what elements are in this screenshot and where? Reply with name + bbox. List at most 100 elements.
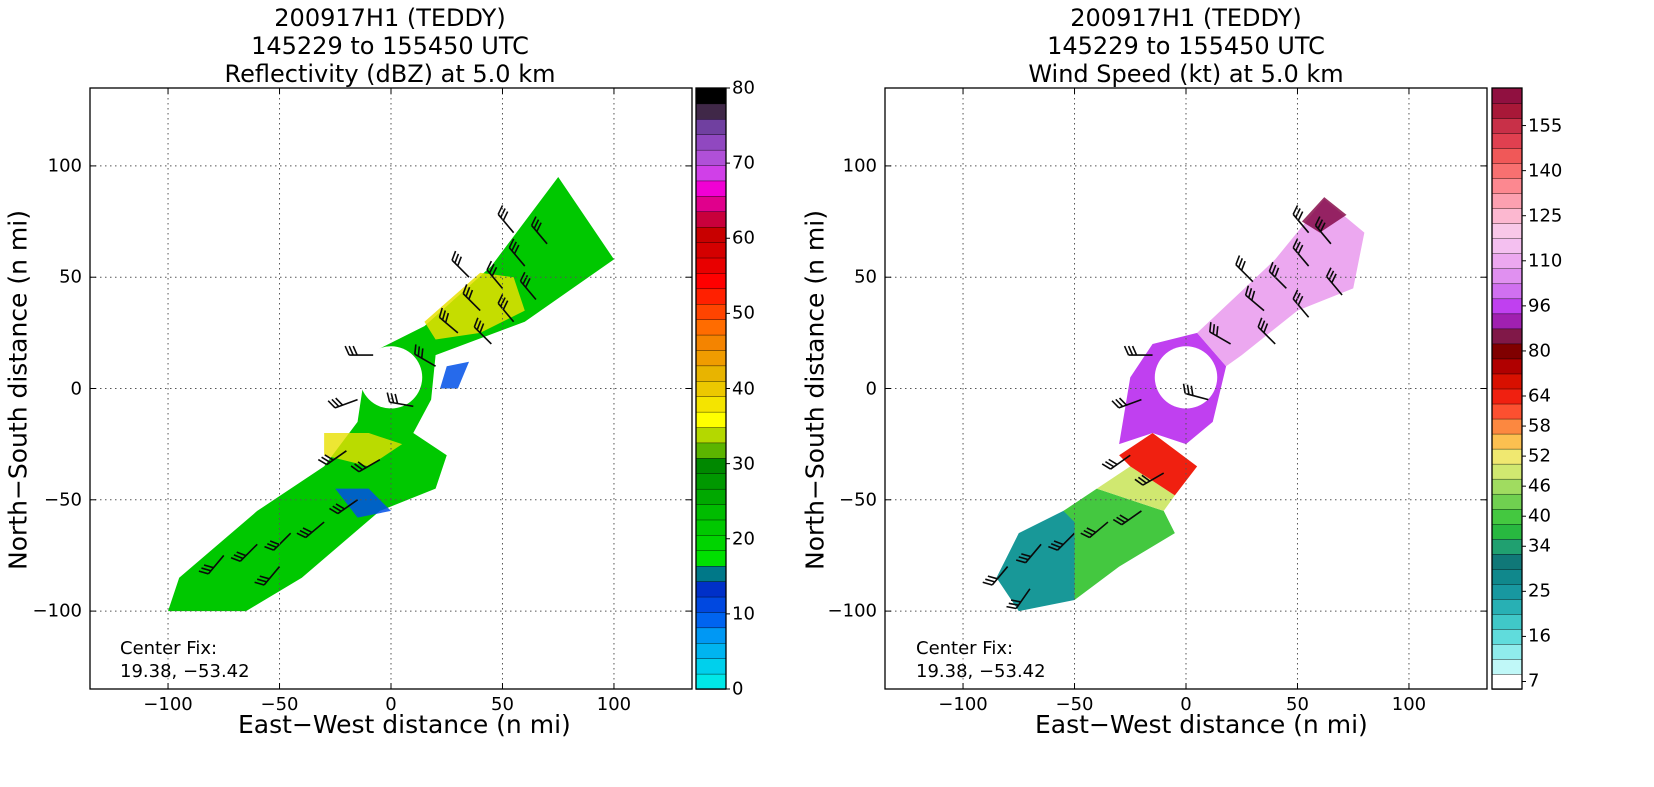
colorbar-band xyxy=(1491,358,1523,375)
barb-flag xyxy=(1116,516,1126,524)
barb-flag xyxy=(1053,540,1064,546)
wind-barb xyxy=(486,260,504,289)
y-tick-label: −100 xyxy=(32,600,82,622)
x-tick-label: 0 xyxy=(1180,694,1192,715)
y-tick-label: 0 xyxy=(865,378,877,399)
barb-flag xyxy=(500,208,506,218)
barb-flag xyxy=(1131,345,1138,356)
barb-flag xyxy=(414,344,417,355)
wind-barb xyxy=(1015,543,1042,564)
barb-flag xyxy=(533,219,540,229)
colorbar-band xyxy=(1491,493,1523,510)
barb-flag xyxy=(486,260,493,271)
title-line-1: 200917H1 (TEDDY) xyxy=(1070,4,1302,32)
x-tick-label: −100 xyxy=(938,694,988,715)
colorbar-band xyxy=(695,303,727,320)
center-fix-value: 19.38, −53.42 xyxy=(916,661,1046,682)
plot-frame xyxy=(89,87,693,690)
colorbar-tick-label: 64 xyxy=(1528,385,1551,407)
wind-barb xyxy=(1292,238,1310,267)
colorbar-band xyxy=(1491,643,1523,660)
center-fix-label: Center Fix: xyxy=(120,638,218,659)
barb-flag xyxy=(344,345,350,356)
colorbar-band xyxy=(695,226,727,243)
barb-flag xyxy=(1186,384,1190,395)
colorbar-band xyxy=(695,272,727,290)
barb-flag xyxy=(1247,288,1253,298)
barb-shaft xyxy=(1121,510,1142,526)
barb-shaft xyxy=(531,224,548,245)
barb-flag xyxy=(1083,529,1093,536)
wind-barb xyxy=(1314,216,1332,245)
barb-flag xyxy=(1101,463,1112,470)
colorbar-band xyxy=(695,349,727,367)
colorbar-tick-label: 50 xyxy=(732,302,755,324)
colorbar-band xyxy=(1491,87,1523,104)
colorbar-band xyxy=(1491,523,1523,540)
barb-shaft xyxy=(438,316,459,334)
y-tick-label: −100 xyxy=(827,600,877,622)
colorbar-band xyxy=(1491,177,1523,194)
barb-flag xyxy=(1260,320,1266,331)
wind-barbs xyxy=(982,205,1343,610)
colorbar-band xyxy=(1491,132,1523,149)
colorbar-tick-label: 140 xyxy=(1528,160,1563,182)
barb-flag xyxy=(441,310,447,321)
barb-flag xyxy=(1314,216,1321,226)
barb-shaft xyxy=(1235,264,1254,283)
barb-flag xyxy=(302,527,313,534)
y-tick-label: −50 xyxy=(839,489,877,511)
colorbar-band xyxy=(695,334,727,351)
colorbar-band xyxy=(695,396,727,413)
barb-shaft xyxy=(337,499,359,515)
reflectivity-plot xyxy=(89,87,730,690)
wind-barb xyxy=(414,344,436,367)
barb-flag xyxy=(1209,322,1212,333)
barb-flag xyxy=(465,286,471,297)
colorbar-band xyxy=(1491,673,1523,690)
barb-flag xyxy=(348,345,354,356)
barb-flag xyxy=(317,458,328,466)
barb-shaft xyxy=(1268,270,1287,289)
colorbar-band xyxy=(695,519,727,536)
y-tick-label: −50 xyxy=(44,489,82,511)
wind-barb xyxy=(1268,261,1287,289)
barb-shaft xyxy=(1110,454,1131,470)
colorbar-tick-label: 7 xyxy=(1528,670,1540,692)
barb-flag xyxy=(1257,317,1263,328)
colorbar-band xyxy=(695,550,727,567)
barb-flag xyxy=(1010,599,1021,603)
barb-flag xyxy=(394,393,399,404)
x-tick-label: 0 xyxy=(385,694,397,715)
wind-barb xyxy=(1325,267,1343,296)
colorbar-band xyxy=(1491,238,1523,254)
colorbar-band xyxy=(695,211,727,228)
teal-sector xyxy=(996,510,1086,612)
colorbar-band xyxy=(1491,102,1523,119)
barb-flag xyxy=(982,581,993,586)
wind-barb xyxy=(344,345,374,356)
wind-barb xyxy=(254,566,281,586)
barb-flag xyxy=(1050,543,1061,549)
wind-barb xyxy=(1006,588,1031,610)
barb-flag xyxy=(1008,602,1019,607)
colorbar-band xyxy=(695,164,727,182)
colorbar-band xyxy=(1491,403,1523,420)
colorbar-band xyxy=(695,473,727,490)
colorbar-band xyxy=(695,580,727,598)
barb-flag xyxy=(473,317,479,328)
colorbar-band xyxy=(1491,538,1523,555)
barb-flag xyxy=(1021,553,1032,558)
barb-shaft xyxy=(1089,521,1109,539)
barb-flag xyxy=(1292,205,1299,215)
barb-flag xyxy=(1108,458,1118,466)
colorbar-band xyxy=(695,118,727,135)
wind-barb xyxy=(451,250,470,278)
barb-flag xyxy=(299,529,310,536)
colorbar-band xyxy=(1491,253,1523,269)
barb-flag xyxy=(254,581,265,586)
barb-flag xyxy=(444,312,450,323)
wind-barb xyxy=(329,499,359,515)
barb-flag xyxy=(454,253,460,264)
barb-flag xyxy=(511,241,517,252)
